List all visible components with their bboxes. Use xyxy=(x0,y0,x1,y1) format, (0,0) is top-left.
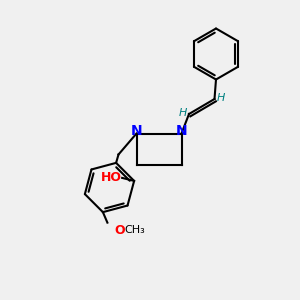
Text: H: H xyxy=(179,107,187,118)
Text: HO: HO xyxy=(101,171,122,184)
Text: CH₃: CH₃ xyxy=(124,225,145,235)
Text: O: O xyxy=(114,224,125,237)
Text: N: N xyxy=(131,124,142,138)
Text: H: H xyxy=(217,92,225,103)
Text: N: N xyxy=(176,124,188,138)
